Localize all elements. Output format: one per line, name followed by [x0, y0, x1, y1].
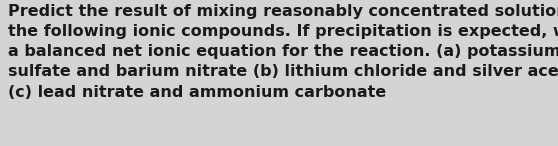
Text: Predict the result of mixing reasonably concentrated solutions of
the following : Predict the result of mixing reasonably …: [8, 4, 558, 100]
